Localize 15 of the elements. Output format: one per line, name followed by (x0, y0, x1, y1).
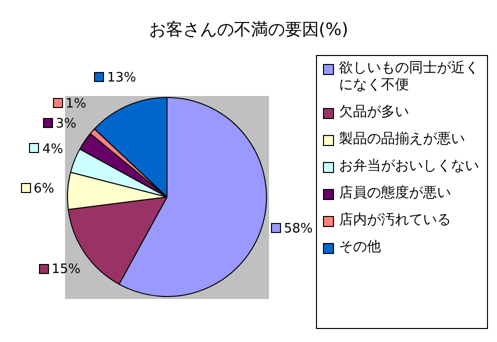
legend-label: 欠品が多い (339, 104, 409, 121)
data-label: 13% (107, 70, 136, 86)
chart-title: お客さんの不満の要因(%) (148, 19, 350, 41)
data-label: 3% (56, 116, 76, 132)
legend-label: 欲しいもの同士が近くになく不便 (339, 60, 480, 94)
legend-label: 店員の態度が悪い (339, 185, 451, 202)
data-label: 4% (42, 142, 64, 157)
legend-label: その他 (339, 239, 381, 256)
legend-label: 店内が汚れている (339, 212, 451, 229)
data-label: 15% (52, 262, 80, 278)
legend-label: お弁当がおいしくない (339, 158, 479, 175)
legend-label: 製品の品揃えが悪い (339, 131, 465, 148)
data-label: 1% (66, 96, 86, 112)
data-label: 58% (284, 222, 313, 237)
data-label: 6% (34, 181, 54, 196)
